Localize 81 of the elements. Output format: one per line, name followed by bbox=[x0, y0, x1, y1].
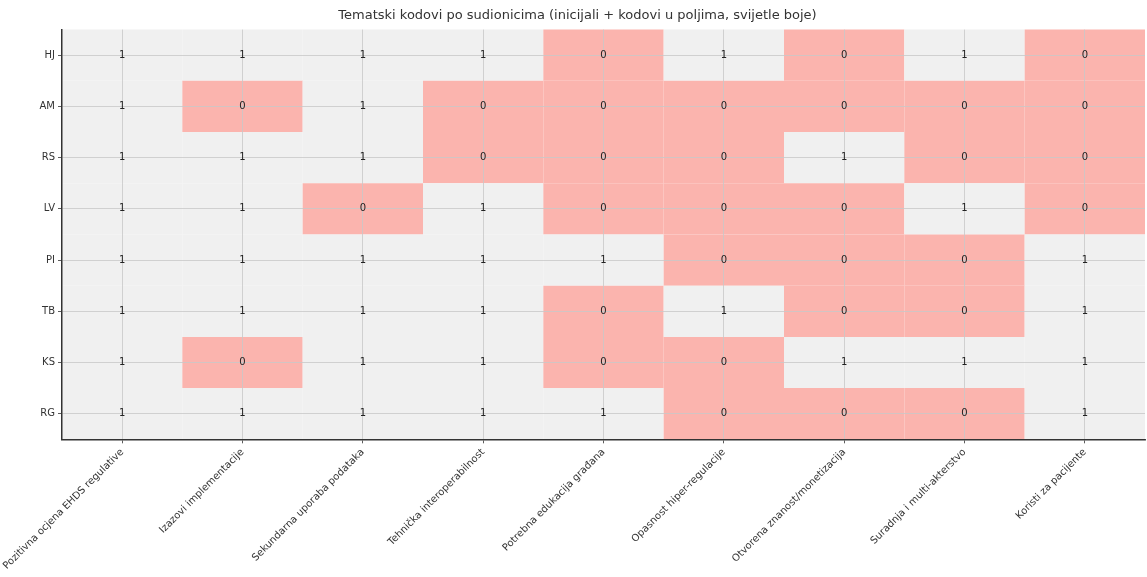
data-label: 1 bbox=[118, 304, 126, 316]
data-label: 0 bbox=[720, 100, 728, 112]
y-tick-label: AM bbox=[39, 100, 55, 112]
data-label: 1 bbox=[1081, 356, 1089, 368]
y-tick-label: KS bbox=[42, 356, 55, 368]
data-label: 1 bbox=[479, 407, 487, 419]
data-label: 1 bbox=[118, 407, 126, 419]
data-label: 1 bbox=[118, 356, 126, 368]
data-label: 0 bbox=[840, 48, 848, 60]
data-label: 0 bbox=[600, 304, 607, 316]
data-label: 0 bbox=[840, 304, 848, 316]
data-label: 0 bbox=[600, 356, 607, 368]
data-label: 0 bbox=[720, 356, 728, 368]
data-label: 0 bbox=[961, 304, 968, 316]
data-label: 0 bbox=[1081, 151, 1089, 163]
data-label: 1 bbox=[359, 48, 367, 60]
y-tick-label: HJ bbox=[44, 48, 55, 60]
data-label: 1 bbox=[359, 151, 367, 163]
data-label: 0 bbox=[359, 202, 367, 214]
data-label: 0 bbox=[1081, 202, 1089, 214]
data-label: 0 bbox=[961, 151, 968, 163]
data-label: 1 bbox=[720, 304, 728, 316]
data-label: 1 bbox=[479, 304, 487, 316]
data-label: 0 bbox=[600, 48, 607, 60]
data-label: 0 bbox=[840, 407, 848, 419]
data-label: 0 bbox=[1081, 48, 1089, 60]
y-tick-label: TB bbox=[41, 304, 56, 316]
data-label: 1 bbox=[239, 253, 246, 265]
data-label: 1 bbox=[961, 356, 968, 368]
data-label: 0 bbox=[840, 253, 848, 265]
data-label: 1 bbox=[600, 253, 607, 265]
data-label: 0 bbox=[1081, 100, 1089, 112]
data-label: 1 bbox=[118, 253, 126, 265]
y-tick-label: RG bbox=[40, 407, 55, 419]
data-label: 1 bbox=[118, 202, 126, 214]
data-label: 1 bbox=[961, 48, 968, 60]
data-label: 1 bbox=[961, 202, 968, 214]
data-label: 0 bbox=[479, 151, 487, 163]
data-label: 1 bbox=[359, 304, 367, 316]
data-label: 1 bbox=[359, 253, 367, 265]
data-label: 1 bbox=[840, 151, 848, 163]
data-label: 1 bbox=[118, 48, 126, 60]
data-label: 0 bbox=[600, 100, 607, 112]
data-label: 1 bbox=[1081, 253, 1089, 265]
data-label: 0 bbox=[720, 407, 728, 419]
data-label: 1 bbox=[1081, 304, 1089, 316]
y-tick-label: PI bbox=[46, 253, 55, 265]
data-label: 1 bbox=[479, 48, 487, 60]
data-label: 0 bbox=[961, 253, 968, 265]
data-label: 1 bbox=[118, 151, 126, 163]
data-label: 1 bbox=[239, 151, 246, 163]
data-label: 1 bbox=[359, 407, 367, 419]
data-label: 0 bbox=[720, 202, 728, 214]
data-label: 1 bbox=[118, 100, 126, 112]
data-label: 1 bbox=[1081, 407, 1089, 419]
data-label: 1 bbox=[239, 304, 246, 316]
data-label: 0 bbox=[600, 151, 607, 163]
data-label: 1 bbox=[600, 407, 607, 419]
data-label: 0 bbox=[961, 100, 968, 112]
data-label: 1 bbox=[239, 407, 246, 419]
data-label: 1 bbox=[720, 48, 728, 60]
data-label: 1 bbox=[479, 356, 487, 368]
data-label: 1 bbox=[840, 356, 848, 368]
data-label: 1 bbox=[239, 48, 246, 60]
data-label: 0 bbox=[239, 356, 246, 368]
data-label: 0 bbox=[961, 407, 968, 419]
data-label: 1 bbox=[479, 202, 487, 214]
y-tick-label: LV bbox=[43, 202, 56, 214]
data-label: 1 bbox=[359, 356, 367, 368]
data-label: 0 bbox=[600, 202, 607, 214]
data-label: 0 bbox=[840, 100, 848, 112]
data-label: 1 bbox=[239, 202, 246, 214]
data-label: 0 bbox=[720, 253, 728, 265]
data-label: 0 bbox=[239, 100, 246, 112]
data-label: 1 bbox=[479, 253, 487, 265]
data-label: 0 bbox=[840, 202, 848, 214]
data-label: 1 bbox=[359, 100, 367, 112]
y-tick-label: RS bbox=[41, 151, 55, 163]
data-label: 0 bbox=[479, 100, 487, 112]
data-label: 0 bbox=[720, 151, 728, 163]
chart-title: Tematski kodovi po sudionicima (inicijali + kodovi u poljima, svijetle boje) bbox=[337, 7, 817, 23]
